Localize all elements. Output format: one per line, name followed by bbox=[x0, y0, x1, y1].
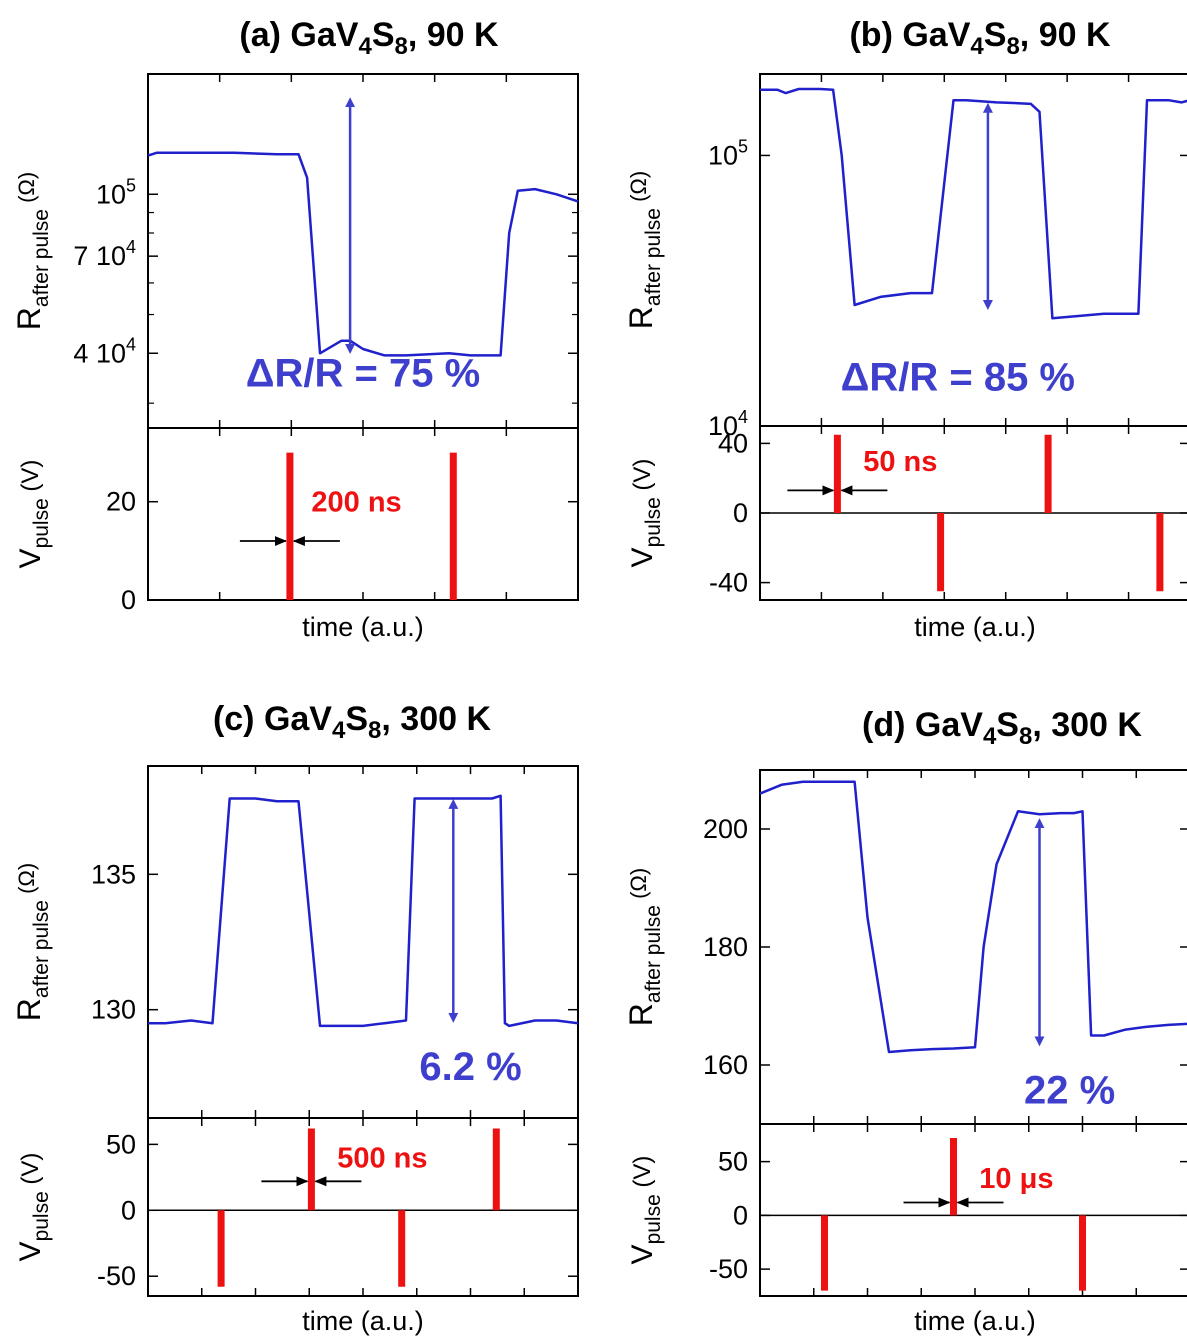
y-tick-label: 105 bbox=[708, 136, 748, 170]
v-tick-label: -50 bbox=[97, 1261, 136, 1291]
resistance-trace bbox=[759, 780, 1187, 1054]
v-tick-label: 0 bbox=[121, 1195, 136, 1225]
v-tick-label: 20 bbox=[106, 487, 136, 517]
panel-c: (c) GaV4S8, 300 K 135 130 50 0 -50 6.2 % 500 ns… bbox=[11, 700, 579, 1336]
delta-label: ΔR/R = 75 % bbox=[246, 352, 480, 396]
voltage-axis-label: Vpulse (V) bbox=[14, 1153, 53, 1262]
panel-a: (a) GaV4S8, 90 K 105 7 104 4 104 0 20 ΔR/R = 7… bbox=[11, 16, 579, 642]
voltage-axis-label: Vpulse (V) bbox=[14, 460, 53, 569]
v-tick-label: 40 bbox=[718, 428, 748, 458]
v-tick-label: 0 bbox=[733, 498, 748, 528]
x-axis-label: time (a.u.) bbox=[914, 1306, 1036, 1336]
y-tick-label: 4 104 bbox=[73, 334, 136, 368]
y-tick-label: 200 bbox=[703, 814, 748, 844]
pulse-width-label: 500 ns bbox=[337, 1143, 427, 1175]
pulse-width-label: 10 μs bbox=[979, 1163, 1053, 1195]
y-tick-label: 105 bbox=[96, 175, 136, 209]
v-tick-label: 50 bbox=[718, 1147, 748, 1177]
y-tick-label: 130 bbox=[91, 995, 136, 1025]
resistance-trace bbox=[148, 794, 579, 1028]
v-tick-label: 0 bbox=[121, 585, 136, 615]
resistance-trace bbox=[760, 87, 1187, 320]
voltage-axis-label: Vpulse (V) bbox=[626, 1156, 665, 1265]
resistance-axis-label: Rafter pulse (Ω) bbox=[11, 172, 53, 330]
panel-title: (d) GaV4S8, 300 K bbox=[862, 706, 1142, 750]
panel-d: (d) GaV4S8, 300 K 200 180 160 50 0 -50 22 % 10 μ… bbox=[623, 706, 1187, 1336]
v-tick-label: 50 bbox=[106, 1129, 136, 1159]
v-tick-label: -40 bbox=[709, 568, 748, 598]
y-tick-label: 104 bbox=[708, 407, 748, 441]
panel-title: (b) GaV4S8, 90 K bbox=[849, 16, 1110, 60]
resistance-axis-label: Rafter pulse (Ω) bbox=[11, 863, 53, 1021]
resistance-axis-label: Rafter pulse (Ω) bbox=[623, 868, 665, 1026]
resistance-plot-frame bbox=[759, 769, 1187, 1125]
pulse-width-label: 50 ns bbox=[863, 446, 937, 478]
v-tick-label: -50 bbox=[709, 1254, 748, 1284]
delta-label: 22 % bbox=[1024, 1068, 1115, 1112]
voltage-axis-label: Vpulse (V) bbox=[626, 459, 665, 568]
y-tick-label: 180 bbox=[703, 932, 748, 962]
resistance-axis-label: Rafter pulse (Ω) bbox=[623, 171, 665, 329]
pulse-width-label: 200 ns bbox=[311, 487, 401, 519]
x-axis-label: time (a.u.) bbox=[914, 612, 1036, 642]
v-tick-label: 0 bbox=[733, 1200, 748, 1230]
panel-title: (c) GaV4S8, 300 K bbox=[213, 700, 492, 744]
delta-label: 6.2 % bbox=[419, 1045, 521, 1089]
delta-label: ΔR/R = 85 % bbox=[841, 356, 1075, 400]
y-tick-label: 135 bbox=[91, 859, 136, 889]
y-tick-label: 7 104 bbox=[73, 237, 136, 271]
resistance-trace bbox=[147, 151, 579, 357]
x-axis-label: time (a.u.) bbox=[302, 612, 424, 642]
y-tick-label: 160 bbox=[703, 1050, 748, 1080]
x-axis-label: time (a.u.) bbox=[302, 1306, 424, 1336]
panel-title: (a) GaV4S8, 90 K bbox=[239, 16, 499, 60]
